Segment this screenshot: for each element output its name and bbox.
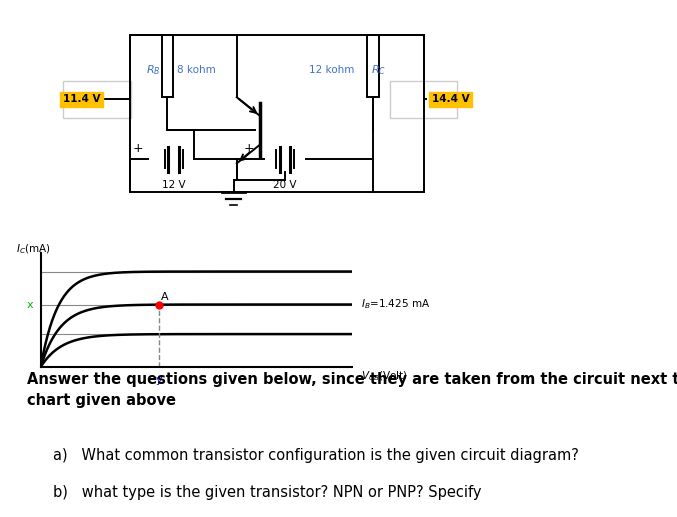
Text: +: + [244,142,255,156]
Text: $R_C$: $R_C$ [370,64,386,77]
Bar [368,35,379,97]
Text: $R_B$: $R_B$ [146,64,160,77]
Text: a)   What common transistor configuration is the given circuit diagram?: a) What common transistor configuration … [53,448,578,463]
Text: $I_C$(mA): $I_C$(mA) [16,242,51,255]
Text: 8 kohm: 8 kohm [177,65,215,75]
Text: 11.4 V: 11.4 V [63,94,100,104]
Text: x: x [26,299,33,310]
Text: Answer the questions given below, since they are taken from the circuit next to : Answer the questions given below, since … [27,372,677,408]
Bar [64,81,131,118]
Text: +: + [133,142,144,156]
Text: $V_{CB}$(Volt): $V_{CB}$(Volt) [362,369,408,383]
Text: y: y [156,375,162,385]
Bar [162,35,173,97]
Text: $I_B$=1.425 mA: $I_B$=1.425 mA [362,298,431,311]
Text: 12 kohm: 12 kohm [309,65,354,75]
Text: A: A [160,292,168,301]
Text: 12 V: 12 V [162,180,185,190]
Text: 20 V: 20 V [274,180,297,190]
Bar [390,81,457,118]
Text: b)   what type is the given transistor? NPN or PNP? Specify: b) what type is the given transistor? NP… [53,485,481,500]
Text: 14.4 V: 14.4 V [432,94,470,104]
